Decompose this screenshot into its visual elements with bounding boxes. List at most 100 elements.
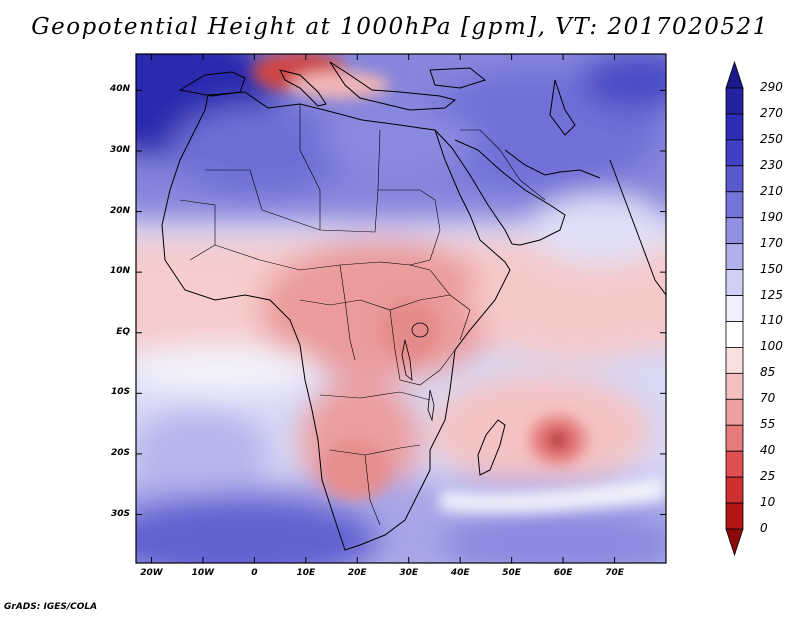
field-east-med-high [320, 110, 480, 170]
arabia-coastline [454, 139, 566, 246]
colorbar-swatch [725, 191, 744, 219]
lon-tick-label: 30E [399, 568, 419, 578]
border-east-2 [399, 349, 456, 386]
colorbar-level-label: 55 [760, 417, 776, 432]
colorbar-level-label: 290 [760, 80, 783, 94]
colorbar-level-label: 210 [760, 183, 783, 198]
colorbar-level-label: 170 [760, 235, 783, 250]
colorbar-swatch [725, 60, 744, 89]
colorbar-swatch [725, 269, 744, 296]
colorbar-level-label: 85 [760, 365, 776, 380]
lon-tick-label: 40E [450, 568, 470, 578]
colorbar-swatch [725, 243, 744, 270]
lon-tick-label: 70E [605, 568, 624, 578]
border-central-1 [299, 294, 451, 311]
lat-tick-label: 20N [109, 205, 130, 216]
field-kalahari-low [320, 440, 390, 500]
colorbar-level-label: 10 [760, 495, 776, 510]
map-title: Geopotential Height at 1000hPa [gpm], VT… [31, 14, 769, 40]
colorbar-level-label: 270 [760, 105, 783, 120]
colorbar-level-label: 250 [760, 131, 783, 146]
colorbar-level-label: 150 [760, 261, 783, 276]
field-lakes-low [380, 300, 440, 360]
lon-tick-label: 60E [553, 568, 573, 578]
border-south-3 [364, 454, 381, 526]
colorbar-swatch [725, 528, 744, 557]
caspian-coast [549, 79, 576, 136]
border-central-3 [389, 309, 401, 381]
field-southern-ocean-high [136, 495, 380, 563]
field-south-east-high [440, 510, 666, 563]
lat-tick-label: 30S [110, 508, 130, 519]
lat-tick-label: 10S [110, 387, 130, 398]
border-central-2 [339, 264, 356, 361]
colorbar-level-label: 125 [760, 287, 783, 302]
india-coastline [609, 159, 666, 296]
colorbar-level-label: 190 [760, 209, 783, 224]
balkans-turkey-coastline [329, 61, 457, 111]
field-sahara-high [170, 105, 350, 195]
lon-tick-label: 10E [296, 568, 316, 578]
colorbar-level-label: 70 [760, 391, 776, 406]
persian-gulf-coast [504, 149, 601, 179]
italy-coastline [279, 69, 327, 107]
border-east-1 [429, 269, 471, 341]
africa-coastline [161, 91, 511, 551]
coastlines [161, 61, 666, 551]
black-sea-coast [429, 67, 487, 89]
border-arabia [460, 129, 546, 201]
field-ne-high [580, 54, 666, 110]
colorbar-level-label: 25 [760, 469, 776, 484]
colorbar-swatch [725, 347, 744, 374]
border-south-2 [329, 444, 421, 456]
colorbar-swatch [725, 450, 744, 478]
field-sw-coast-white [440, 475, 666, 514]
colorbar-swatch [725, 321, 744, 348]
colorbar-level-label: 110 [760, 313, 783, 328]
credit-text: GrADS: IGES/COLA [4, 602, 98, 612]
height-field [136, 54, 666, 563]
plot-frame [135, 53, 667, 564]
colorbar-level-label: 230 [760, 157, 783, 172]
axis-ticks [136, 54, 666, 563]
lon-tick-label: 50E [502, 568, 521, 578]
field-central-africa [260, 240, 500, 380]
lon-tick-label: 20W [140, 568, 163, 578]
colorbar-level-label: 100 [760, 339, 783, 354]
field-sw-atlantic-blue [136, 410, 270, 490]
colorbar-swatch [725, 424, 744, 452]
lon-tick-label: 10W [191, 568, 215, 578]
colorbar [725, 60, 744, 557]
colorbar-level-label: 40 [760, 443, 776, 458]
lake-tanganyika [401, 339, 413, 381]
iberia-coastline [178, 71, 246, 97]
lat-tick-label: 40N [109, 84, 130, 95]
lake-malawi [427, 389, 435, 422]
border-south-1 [319, 391, 431, 401]
red-sea-coast [434, 129, 513, 245]
field-madagascar-low-core [548, 431, 568, 449]
lat-tick-label: 10N [109, 266, 130, 277]
lat-tick-label: 20S [110, 447, 130, 458]
colorbar-swatch [725, 502, 744, 530]
lake-victoria [411, 322, 429, 338]
colorbar-swatch [725, 372, 744, 400]
colorbar-swatch [725, 139, 744, 167]
colorbar-swatch [725, 476, 744, 504]
border-n-africa-2 [299, 104, 321, 230]
lon-tick-label: 20E [347, 568, 367, 578]
colorbar-swatch [725, 113, 744, 141]
country-borders [179, 104, 546, 526]
colorbar-swatch [725, 165, 744, 193]
border-n-africa-3 [378, 189, 441, 266]
colorbar-swatch [725, 87, 744, 115]
colorbar-level-label: 0 [760, 521, 768, 535]
lon-tick-label: 0 [251, 568, 258, 578]
colorbar-swatch [725, 295, 744, 322]
lat-tick-label: EQ [116, 326, 130, 337]
colorbar-swatch [725, 217, 744, 245]
lat-tick-label: 30N [109, 144, 130, 155]
field-italy-low-rim [290, 71, 390, 99]
field-arabian-sea-blue [530, 195, 666, 265]
